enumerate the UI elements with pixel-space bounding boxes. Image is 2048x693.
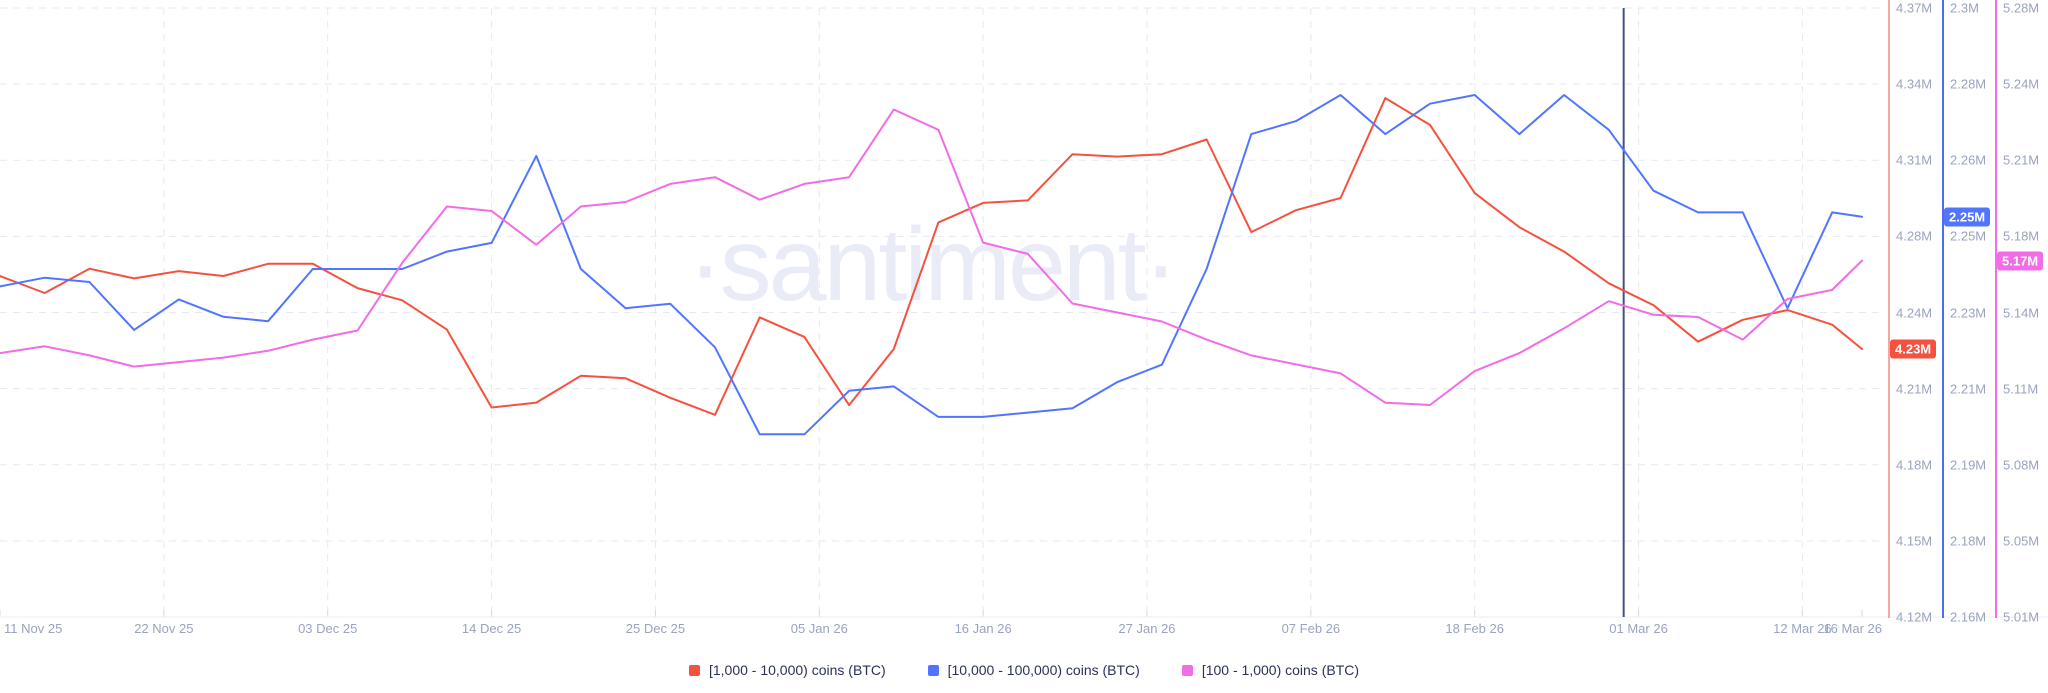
y-axis-tick-label: 5.14M: [2003, 305, 2040, 320]
x-axis-date-label: 27 Jan 26: [1118, 621, 1176, 636]
y-axis-tick-label: 5.21M: [2003, 152, 2040, 168]
legend-label: [1,000 - 10,000) coins (BTC): [708, 662, 886, 678]
current-value-badge-pink: 5.17M: [1997, 251, 2044, 271]
y-axis-tick-label: 4.24M: [1896, 305, 1933, 320]
legend-item-red[interactable]: [1,000 - 10,000) coins (BTC): [688, 662, 886, 678]
y-axis-tick-label: 2.16M: [1950, 609, 1987, 625]
x-axis-date-label: 05 Jan 26: [790, 621, 848, 636]
x-axis-date-label: 01 Mar 26: [1609, 621, 1668, 636]
y-axis-tick-label: 5.01M: [2003, 609, 2040, 625]
chart-legend: [1,000 - 10,000) coins (BTC) [10,000 - 10…: [0, 663, 2048, 677]
series-line-red: [0, 97, 1863, 416]
y-axis-tick-label: 4.15M: [1896, 533, 1933, 549]
y-axis-line-pink: [1995, 0, 1997, 618]
x-axis-date-label: 07 Feb 26: [1281, 621, 1341, 636]
y-axis-tick-label: 2.18M: [1950, 533, 1987, 549]
y-axis-tick-label: 4.18M: [1896, 457, 1933, 473]
y-axis-tick-label: 4.31M: [1896, 152, 1933, 168]
legend-label: [100 - 1,000) coins (BTC): [1201, 662, 1360, 678]
y-axis-tick-label: 4.37M: [1896, 0, 1933, 16]
y-axis-tick-label: 5.18M: [2003, 228, 2040, 244]
current-value-badge-blue: 2.25M: [1944, 207, 1991, 227]
y-axis-tick-label: 2.25M: [1950, 228, 1987, 244]
y-axis-tick-label: 2.28M: [1950, 76, 1987, 92]
y-axis-tick-label: 2.3M: [1950, 0, 1979, 16]
x-axis-date-label: 03 Dec 25: [298, 621, 358, 636]
y-axis-line-red: [1888, 0, 1890, 618]
legend-item-pink[interactable]: [100 - 1,000) coins (BTC): [1181, 662, 1360, 678]
x-axis-date-label: 18 Feb 26: [1445, 621, 1504, 636]
series-line-blue: [0, 94, 1863, 436]
y-axis-tick-label: 4.34M: [1896, 76, 1933, 92]
y-axis-tick-label: 2.26M: [1950, 152, 1987, 168]
y-axis-tick-label: 4.28M: [1896, 228, 1933, 244]
legend-swatch-blue: [927, 664, 939, 676]
x-axis-date-label: 14 Dec 25: [461, 621, 522, 636]
y-axis-tick-label: 5.05M: [2003, 533, 2040, 549]
y-axis-tick-label: 4.21M: [1896, 381, 1933, 397]
legend-swatch-pink: [1181, 664, 1193, 676]
x-axis-date-label: 22 Nov 25: [134, 621, 194, 636]
x-axis-date-label: 16 Mar 26: [1823, 621, 1882, 636]
series-line-pink: [0, 108, 1863, 406]
y-axis-line-blue: [1942, 0, 1944, 618]
y-axis-tick-label: 5.24M: [2003, 76, 2040, 92]
y-axis-tick-label: 4.12M: [1896, 609, 1933, 625]
legend-swatch-red: [688, 664, 700, 676]
x-axis-date-label: 16 Jan 26: [954, 621, 1012, 636]
y-axis-tick-label: 2.21M: [1950, 381, 1987, 397]
santiment-watermark: ·santiment·: [688, 207, 1178, 323]
legend-item-blue[interactable]: [10,000 - 100,000) coins (BTC): [927, 662, 1140, 678]
y-axis-tick-label: 2.19M: [1950, 457, 1987, 473]
x-axis-date-label: 11 Nov 25: [4, 621, 63, 636]
x-axis-date-label: 25 Dec 25: [625, 621, 686, 636]
y-axis-tick-label: 5.28M: [2003, 0, 2040, 16]
y-axis-tick-label: 2.23M: [1950, 305, 1987, 320]
y-axis-tick-label: 5.08M: [2003, 457, 2040, 473]
x-axis-date-label: 12 Mar 26: [1773, 621, 1832, 636]
legend-label: [10,000 - 100,000) coins (BTC): [947, 662, 1140, 678]
current-value-badge-red: 4.23M: [1890, 339, 1937, 359]
y-axis-tick-label: 5.11M: [2003, 381, 2039, 397]
